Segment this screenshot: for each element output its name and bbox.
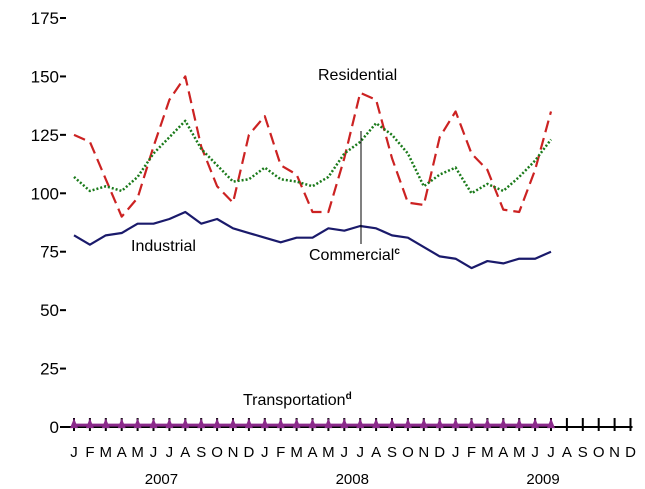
y-tick-label: 175 <box>31 9 59 28</box>
x-tick-label: O <box>402 444 414 461</box>
x-tick-label: J <box>341 444 349 461</box>
x-tick-label: A <box>498 444 508 461</box>
x-tick-label: N <box>228 444 239 461</box>
series-label-industrial: Industrial <box>131 238 196 255</box>
x-tick-label: J <box>150 444 158 461</box>
transportation-marker <box>308 418 317 429</box>
transportation-marker <box>324 418 333 429</box>
year-label: 2008 <box>336 471 369 488</box>
x-tick-label: S <box>196 444 206 461</box>
y-axis: 0 25 50 75 100 125 150 175 <box>31 9 66 437</box>
x-tick-label: A <box>117 444 127 461</box>
series-line-commercial <box>73 119 552 195</box>
transportation-marker <box>117 418 126 429</box>
y-tick-label: 25 <box>40 360 59 379</box>
x-tick-label: J <box>261 444 269 461</box>
transportation-marker <box>244 418 253 429</box>
x-tick-label: M <box>100 444 113 461</box>
transportation-marker <box>483 418 492 429</box>
transportation-marker <box>85 418 94 429</box>
y-tick-label: 75 <box>40 243 59 262</box>
x-tick-label: D <box>243 444 254 461</box>
x-tick-label: A <box>371 444 381 461</box>
transportation-marker <box>260 418 269 429</box>
transportation-marker <box>197 418 206 429</box>
x-tick-label: A <box>562 444 572 461</box>
x-tick-label: M <box>322 444 335 461</box>
x-tick-label: D <box>625 444 636 461</box>
transportation-marker <box>419 418 428 429</box>
transportation-marker <box>276 418 285 429</box>
x-tick-label: S <box>387 444 397 461</box>
y-tick-label: 0 <box>50 418 59 437</box>
transportation-marker <box>547 418 555 429</box>
transportation-marker <box>451 418 460 429</box>
y-tick-label: 50 <box>40 301 59 320</box>
transportation-marker <box>229 418 237 429</box>
x-tick-label: S <box>578 444 588 461</box>
plot-area <box>70 75 555 429</box>
transportation-marker <box>499 418 508 429</box>
x-tick-label: M <box>131 444 144 461</box>
series-label-commercial: Commercialc <box>309 246 400 264</box>
x-tick-label: M <box>513 444 526 461</box>
x-tick-label: N <box>418 444 429 461</box>
transportation-marker <box>165 418 174 429</box>
x-tick-label: M <box>481 444 494 461</box>
x-tick-label: D <box>434 444 445 461</box>
transportation-marker <box>403 418 412 429</box>
transportation-marker <box>213 418 222 429</box>
transportation-marker <box>181 418 190 429</box>
x-tick-label: J <box>356 444 364 461</box>
x-tick-label: A <box>180 444 190 461</box>
y-tick-label: 100 <box>31 184 59 203</box>
y-tick-label: 150 <box>31 67 59 86</box>
transportation-marker <box>515 418 524 429</box>
x-tick-label: J <box>452 444 460 461</box>
x-tick-label: F <box>467 444 476 461</box>
x-tick-label: F <box>276 444 285 461</box>
x-tick-label: O <box>211 444 223 461</box>
x-tick-label: F <box>85 444 94 461</box>
series-label-residential: Residential <box>318 67 397 84</box>
year-label: 2009 <box>526 471 559 488</box>
transportation-marker <box>435 418 444 429</box>
transportation-marker <box>388 418 396 429</box>
transportation-marker <box>531 418 540 429</box>
transportation-marker <box>292 418 301 429</box>
transportation-marker <box>356 418 365 429</box>
x-tick-label: A <box>307 444 317 461</box>
x-tick-label: J <box>547 444 555 461</box>
series-label-transportation: Transportationd <box>243 391 352 409</box>
transportation-marker <box>70 418 78 429</box>
x-tick-label: J <box>166 444 174 461</box>
series-labels: Residential Commercialc Industrial Trans… <box>131 67 400 409</box>
x-tick-label: M <box>290 444 303 461</box>
transportation-marker <box>133 418 142 429</box>
x-tick-label: N <box>609 444 620 461</box>
year-label: 2007 <box>145 471 178 488</box>
series-line-industrial <box>73 210 552 270</box>
x-tick-label: J <box>531 444 539 461</box>
transportation-marker <box>340 418 349 429</box>
x-axis: J F M A M J J A S O N D J F M A M J J A S O N D J F M A M J J A S O N D2007… <box>66 418 636 488</box>
x-tick-label: O <box>593 444 605 461</box>
transportation-marker <box>101 418 110 429</box>
transportation-marker <box>149 418 158 429</box>
x-tick-label: J <box>70 444 78 461</box>
y-tick-label: 125 <box>31 126 59 145</box>
transportation-marker <box>467 418 476 429</box>
transportation-marker <box>372 418 381 429</box>
series-line-residential <box>73 75 553 218</box>
